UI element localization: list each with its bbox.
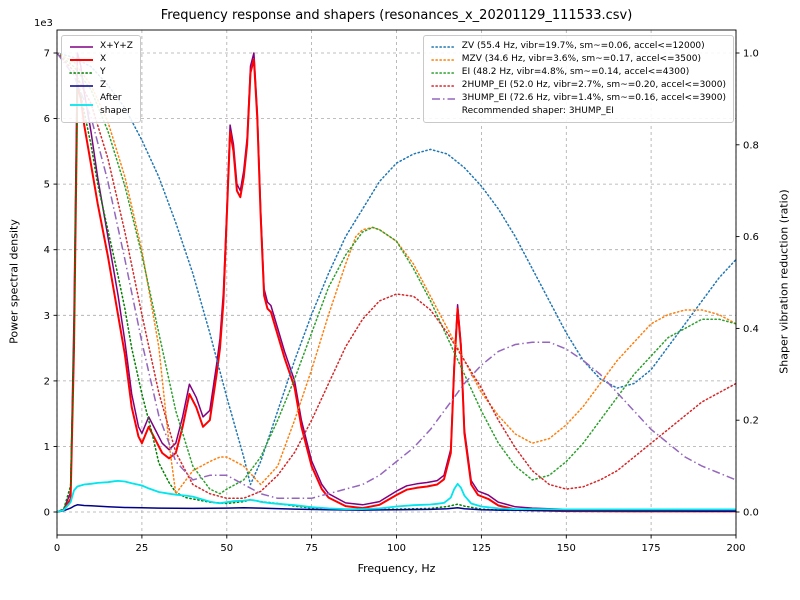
y-left-tick-label: 7 — [44, 49, 50, 60]
series-line — [56, 52, 737, 500]
legend-line-swatch — [431, 45, 456, 48]
x-tick-label: 25 — [136, 543, 149, 554]
y-left-axis-label: Power spectral density — [7, 219, 21, 344]
y-left-tick-label: 3 — [44, 311, 50, 322]
series-line — [56, 52, 737, 500]
legend-psd: X+Y+Z X Y Z After shaper — [61, 35, 141, 124]
legend-label: 2HUMP_EI (52.0 Hz, vibr=2.7%, sm~=0.20, … — [461, 80, 726, 91]
x-tick-label: 0 — [54, 543, 60, 554]
legend-label: ZV (55.4 Hz, vibr=19.7%, sm~=0.06, accel… — [461, 41, 705, 51]
series-line — [56, 52, 737, 495]
legend-line-swatch — [70, 84, 93, 87]
y-left-tick-label: 6 — [44, 114, 50, 125]
legend-item: EI (48.2 Hz, vibr=4.8%, sm~=0.14, accel<… — [431, 66, 726, 79]
y-left-tick-label: 4 — [44, 245, 50, 256]
y-left-tick-label: 5 — [44, 180, 50, 191]
series-line — [56, 52, 737, 495]
legend-label: 3HUMP_EI (72.6 Hz, vibr=1.4%, sm~=0.16, … — [461, 93, 726, 104]
legend-item: MZV (34.6 Hz, vibr=3.6%, sm~=0.17, accel… — [431, 53, 726, 66]
legend-label: EI (48.2 Hz, vibr=4.8%, sm~=0.14, accel<… — [461, 67, 690, 78]
x-tick-label: 175 — [642, 543, 661, 554]
legend-item: Z — [69, 79, 133, 92]
x-tick-label: 50 — [220, 543, 233, 554]
series-line — [56, 479, 736, 513]
y-left-tick-label: 2 — [44, 376, 50, 387]
chart-title: Frequency response and shapers (resonanc… — [160, 8, 633, 23]
y-right-axis-label: Shaper vibration reduction (ratio) — [777, 189, 791, 374]
y-right-tick-label: 0.8 — [743, 140, 759, 151]
x-axis-label: Frequency, Hz — [357, 562, 436, 575]
y-right-tick-label: 0.6 — [743, 232, 759, 243]
legend-label: X+Y+Z — [100, 41, 133, 51]
x-tick-label: 150 — [557, 543, 576, 554]
x-tick-label: 200 — [726, 543, 745, 554]
series-line — [56, 504, 736, 513]
legend-label: MZV (34.6 Hz, vibr=3.6%, sm~=0.17, accel… — [461, 54, 701, 65]
y-right-tick-label: 0.4 — [743, 324, 759, 335]
legend-shapers: ZV (55.4 Hz, vibr=19.7%, sm~=0.06, accel… — [422, 35, 734, 124]
y-left-tick-label: 0 — [44, 508, 50, 519]
y-right-tick-label: 1.0 — [743, 49, 759, 60]
legend-label: Y — [100, 67, 106, 78]
legend-label: X — [100, 54, 107, 65]
legend-line-swatch — [70, 104, 93, 107]
y-left-tick-label: 1 — [44, 442, 50, 453]
legend-item: 2HUMP_EI (52.0 Hz, vibr=2.7%, sm~=0.20, … — [431, 79, 726, 92]
x-tick-label: 100 — [387, 543, 406, 554]
legend-label: Z — [100, 80, 107, 91]
legend-footer: Recommended shaper: 3HUMP_EI — [431, 105, 726, 118]
legend-item: X — [69, 53, 133, 66]
recommended-shaper-label: Recommended shaper: 3HUMP_EI — [461, 106, 614, 117]
y-right-tick-label: 0.0 — [743, 508, 759, 519]
y-right-tick-label: 0.2 — [743, 416, 759, 427]
legend-line-swatch — [70, 58, 93, 61]
legend-line-swatch — [69, 71, 94, 74]
x-tick-label: 75 — [305, 543, 318, 554]
series-line — [56, 52, 737, 486]
legend-item: Y — [69, 66, 133, 79]
legend-line-swatch — [431, 58, 456, 61]
legend-item: After shaper — [69, 92, 133, 118]
legend-label: After shaper — [100, 93, 131, 117]
legend-item: X+Y+Z — [69, 40, 133, 53]
series-line — [56, 58, 736, 513]
legend-line-swatch — [431, 71, 456, 74]
legend-item: 3HUMP_EI (72.6 Hz, vibr=1.4%, sm~=0.16, … — [431, 92, 726, 105]
legend-line-swatch — [70, 45, 93, 48]
legend-line-swatch — [431, 84, 456, 87]
y-axis-scale-label: 1e3 — [34, 18, 53, 29]
legend-line-swatch — [431, 97, 455, 100]
legend-item: ZV (55.4 Hz, vibr=19.7%, sm~=0.06, accel… — [431, 40, 726, 53]
x-tick-label: 125 — [472, 543, 491, 554]
